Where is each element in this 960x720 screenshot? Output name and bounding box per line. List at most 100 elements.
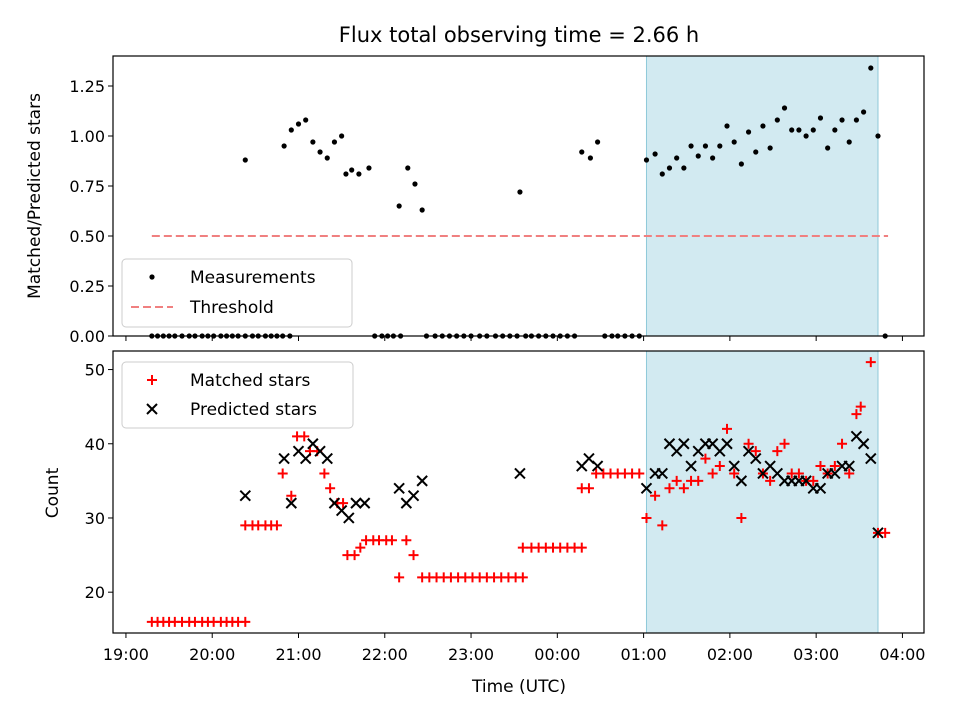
bottom-y-tick-label: 50: [85, 361, 105, 380]
top-legend-box: [121, 258, 353, 328]
predicted-star-point: [285, 497, 298, 509]
matched-star-point: [880, 527, 891, 538]
predicted-star-point: [872, 527, 884, 539]
x-tick-label: 20:00: [189, 645, 235, 664]
top-y-tick-label: 1.00: [69, 127, 105, 146]
matched-star-point: [865, 357, 876, 368]
matched-star-point: [401, 535, 412, 546]
predicted-star-point: [514, 467, 526, 480]
legend-predicted-label: Predicted stars: [190, 400, 317, 420]
predicted-star-point: [416, 475, 428, 487]
measurement-point: [674, 155, 680, 161]
measurement-point: [412, 181, 418, 187]
predicted-star-point: [814, 482, 827, 494]
measurement-point: [796, 127, 802, 133]
matched-star-point: [277, 468, 288, 479]
matched-star-point: [729, 468, 740, 479]
matched-star-point: [793, 468, 804, 479]
matched-star-point: [815, 461, 826, 472]
measurement-point: [710, 155, 716, 161]
measurement-point: [579, 149, 585, 155]
measurement-point: [242, 157, 248, 163]
measurement-point: [846, 139, 852, 145]
measurement-point: [659, 171, 665, 177]
measurement-point: [295, 121, 302, 127]
measurement-point: [767, 145, 773, 151]
measurement-point: [738, 161, 744, 167]
measurement-point: [774, 117, 780, 123]
predicted-star-point: [678, 438, 690, 450]
predicted-star-point: [343, 512, 355, 524]
measurement-point: [832, 127, 838, 133]
matched-star-point: [765, 475, 776, 486]
bottom-y-tick-label: 40: [85, 435, 105, 454]
measurement-point: [760, 123, 766, 129]
predicted-star-point: [321, 452, 333, 465]
matched-star-point: [829, 461, 840, 472]
top-y-tick-label: 0.50: [69, 227, 105, 246]
measurement-point: [339, 133, 345, 139]
predicted-star-point: [393, 482, 405, 494]
matched-star-point: [650, 490, 661, 501]
top-shaded-interval: [645, 55, 879, 337]
x-tick-label: 22:00: [362, 645, 408, 664]
measurement-point: [310, 139, 316, 145]
predicted-star-point: [857, 438, 870, 450]
legend-x-marker: [146, 403, 158, 415]
measurement-point: [594, 139, 601, 145]
measurement-point: [517, 189, 523, 195]
matched-star-point: [707, 468, 718, 479]
matched-star-point: [714, 461, 725, 472]
bottom-panel: Count Time (UTC) 20 30 40 50 19:00 20:00 21:00…: [43, 350, 925, 697]
x-tick-label: 23:00: [448, 645, 494, 664]
top-axes-frame: [112, 55, 925, 337]
measurement-point: [810, 127, 816, 133]
x-tick-label: 04:00: [879, 645, 925, 664]
measurement-point: [868, 65, 874, 71]
measurement-point: [853, 117, 860, 123]
matched-star-point: [851, 409, 862, 420]
x-tick-label: 03:00: [793, 645, 839, 664]
bottom-axes-frame: [112, 350, 925, 634]
measurement-point: [331, 139, 338, 145]
x-tick-label: 00:00: [534, 645, 580, 664]
predicted-star-point: [721, 438, 733, 450]
measurement-point: [349, 167, 355, 173]
measurement-point: [731, 139, 737, 145]
measurement-point: [396, 203, 402, 209]
top-y-tick-label: 0.00: [69, 327, 105, 346]
top-panel: Matched/Predicted stars 0.00 0.25 0.50 0.75…: [25, 55, 925, 346]
measurement-point: [281, 143, 287, 149]
top-y-tick-label: 0.25: [69, 277, 105, 296]
bottom-legend-box: [121, 361, 354, 429]
matched-star-point: [517, 542, 528, 553]
measurement-point: [356, 171, 362, 177]
predicted-star-point: [656, 467, 669, 480]
measurement-point: [825, 145, 831, 151]
measurement-point: [419, 207, 425, 213]
matched-star-point: [844, 468, 855, 479]
measurement-point: [366, 165, 372, 171]
matched-star-point: [657, 520, 668, 531]
predicted-star-point: [239, 490, 251, 502]
predicted-star-point: [278, 452, 290, 465]
matched-star-point: [355, 542, 366, 553]
measurement-point: [666, 165, 673, 171]
matched-star-point: [743, 438, 754, 449]
bottom-y-tick-label: 30: [85, 509, 105, 528]
legend-measurements-label: Measurements: [190, 268, 316, 288]
matched-star-point: [517, 572, 528, 583]
matched-star-point: [641, 512, 652, 523]
matched-star-point: [736, 512, 747, 523]
measurement-point: [643, 157, 650, 163]
measurement-point: [753, 149, 759, 155]
matched-star-point: [299, 431, 310, 442]
x-tick-label: 02:00: [707, 645, 753, 664]
top-legend: Measurements Threshold: [121, 258, 353, 328]
x-tick-label: 19:00: [103, 645, 149, 664]
predicted-star-point: [591, 460, 604, 472]
predicted-star-point: [735, 475, 748, 487]
matched-star-point: [271, 520, 282, 531]
matched-star-point: [634, 468, 645, 479]
measurement-point: [343, 171, 349, 177]
